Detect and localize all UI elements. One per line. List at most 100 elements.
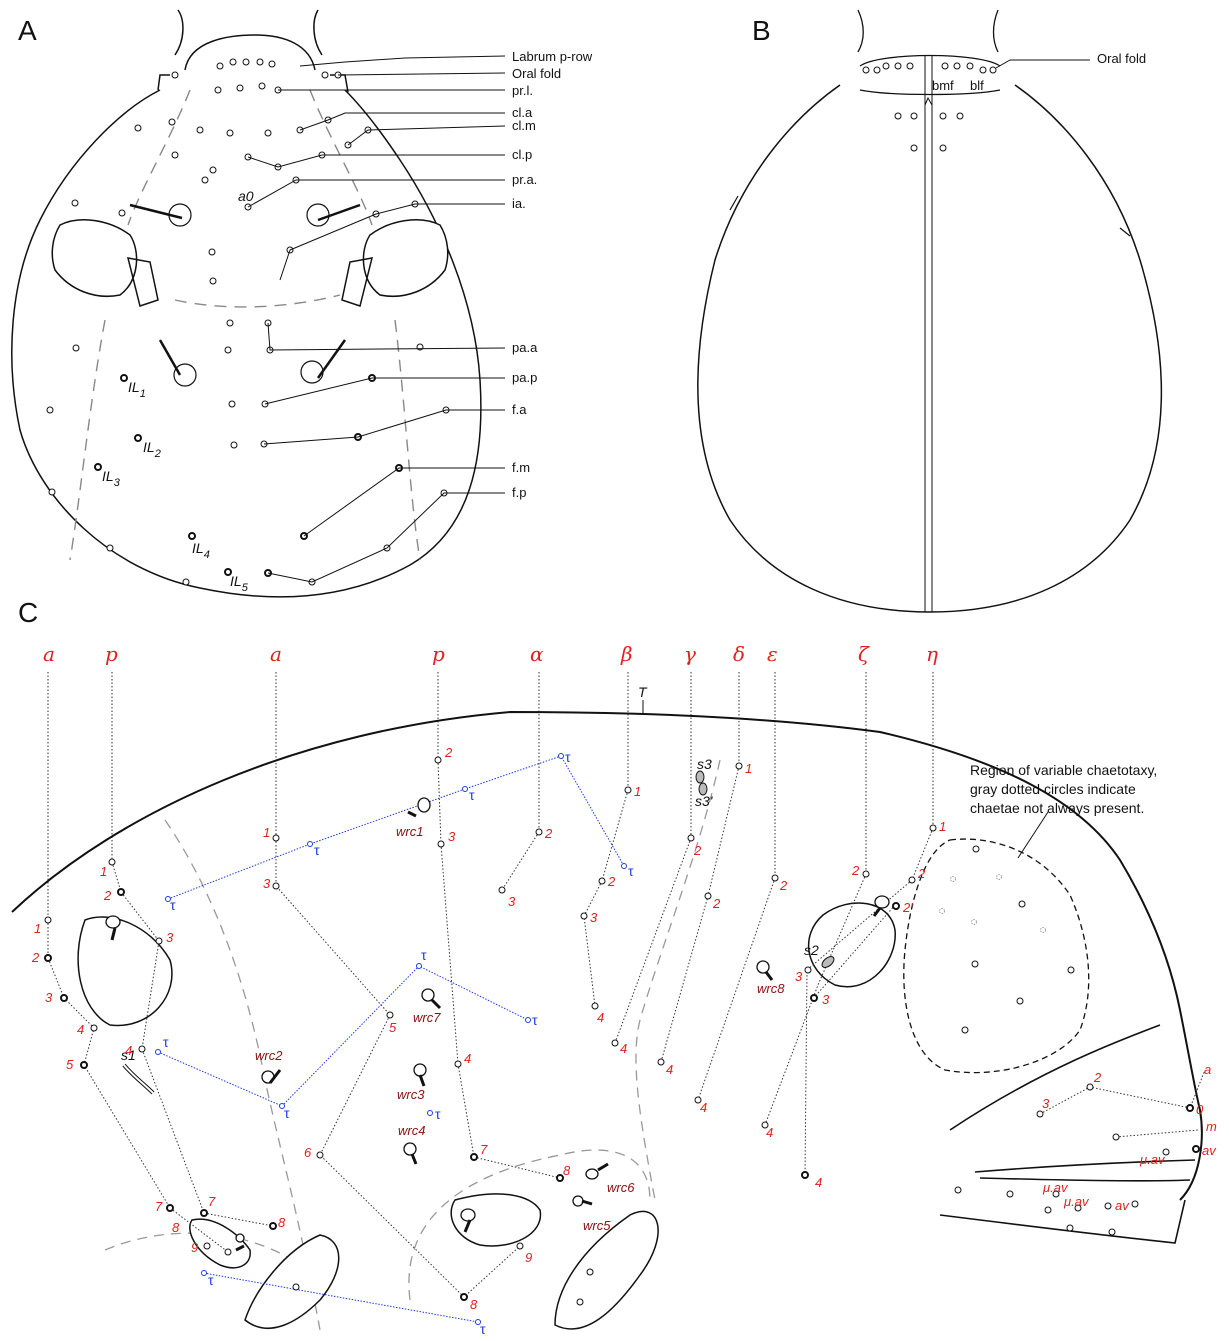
variable-region — [903, 838, 1090, 1074]
mandibles-b — [857, 9, 999, 53]
svg-text:s3': s3' — [695, 793, 714, 809]
t-label: T — [638, 684, 648, 700]
wrc-labels: wrc1 wrc2 wrc3 wrc4 wrc5 wrc6 wrc7 wrc8 — [255, 824, 785, 1233]
svg-text:3: 3 — [795, 969, 803, 984]
svg-text:3: 3 — [1042, 1096, 1050, 1111]
svg-text:6: 6 — [304, 1145, 312, 1160]
svg-text:τ: τ — [163, 1034, 169, 1050]
panel-a-leader-lines — [247, 55, 506, 583]
svg-text:av: av — [1115, 1198, 1130, 1213]
row-epsilon-header: ε — [767, 642, 778, 666]
svg-text:av: av — [1202, 1143, 1217, 1158]
panel-b-sockets — [862, 62, 997, 152]
a0-label: a0 — [238, 188, 254, 204]
il5-label: IL5 — [230, 573, 249, 594]
svg-text:5: 5 — [389, 1020, 397, 1035]
svg-text:μ.av: μ.av — [1139, 1152, 1166, 1167]
row-gamma-header: γ — [684, 642, 696, 666]
blf-label: blf — [970, 78, 984, 93]
svg-text:μ.av: μ.av — [1042, 1180, 1069, 1195]
tau-labels: τ τ τ τ τ τ τ τ τ τ τ τ — [163, 749, 634, 1337]
labrum-outline — [184, 34, 316, 71]
svg-text:m: m — [1206, 1119, 1217, 1134]
svg-text:3: 3 — [822, 992, 830, 1007]
body-outline-dorsal — [11, 710, 1203, 1201]
panel-a-letter: A — [18, 15, 37, 46]
svg-text:7: 7 — [155, 1199, 163, 1214]
ecdysial-line-dashed — [69, 89, 421, 561]
svg-text:1: 1 — [939, 819, 946, 834]
callout-pra: pr.a. — [512, 172, 537, 187]
svg-text:8: 8 — [563, 1163, 571, 1178]
svg-text:1: 1 — [34, 921, 41, 936]
svg-text:4: 4 — [77, 1022, 84, 1037]
svg-text:3: 3 — [166, 930, 174, 945]
chaeta-number-labels: 1 2 3 4 5 1 2 3 4 7 7 8 8 9 1 3 5 6 8 9 … — [31, 745, 1204, 1312]
il3-label: IL3 — [102, 468, 121, 489]
svg-text:τ: τ — [421, 947, 427, 963]
svg-text:2: 2 — [103, 888, 112, 903]
panel-a-callout-labels: Labrum p-row Oral fold pr.l. cl.a cl.m c… — [512, 49, 593, 500]
sclerites — [77, 902, 896, 1330]
midline-groove — [924, 55, 933, 612]
svg-text:τ: τ — [480, 1321, 486, 1337]
svg-text:Region of variable chaetotaxy,: Region of variable chaetotaxy, — [970, 762, 1157, 778]
callout-fm: f.m — [512, 460, 530, 475]
labium-outline — [859, 54, 1001, 96]
svg-text:wrc7: wrc7 — [413, 1010, 441, 1025]
variable-region-note: Region of variable chaetotaxy, gray dott… — [970, 762, 1157, 816]
callout-prl: pr.l. — [512, 83, 533, 98]
svg-text:7: 7 — [208, 1194, 216, 1209]
svg-text:8: 8 — [278, 1215, 286, 1230]
svg-text:3: 3 — [508, 894, 516, 909]
ocellus-left — [158, 339, 197, 387]
svg-text:2: 2 — [31, 950, 40, 965]
row-p-header-2: p — [432, 642, 445, 666]
svg-text:τ: τ — [284, 1105, 290, 1121]
svg-text:2: 2 — [779, 878, 788, 893]
svg-text:2: 2 — [607, 874, 616, 889]
wrc-setae — [105, 797, 890, 1252]
svg-text:1: 1 — [634, 784, 641, 799]
bmf-label: bmf — [932, 78, 954, 93]
antennal-stubs-b — [729, 195, 1131, 237]
mouthparts-outline — [939, 1024, 1196, 1244]
svg-text:9: 9 — [191, 1240, 198, 1255]
svg-text:τ: τ — [565, 749, 571, 765]
svg-text:3: 3 — [448, 829, 456, 844]
svg-text:τ: τ — [469, 787, 475, 803]
row-eta-header: η — [926, 642, 938, 666]
svg-text:7: 7 — [480, 1142, 488, 1157]
panel-a: A — [11, 9, 593, 598]
svg-text:1: 1 — [745, 761, 752, 776]
note-pointer — [1017, 811, 1049, 859]
callout-pap: pa.p — [512, 370, 537, 385]
svg-text:s2: s2 — [804, 942, 819, 958]
panel-a-sockets — [46, 58, 450, 586]
callout-cla: cl.a — [512, 105, 533, 120]
eye-left — [129, 203, 192, 227]
svg-text:3: 3 — [45, 990, 53, 1005]
row-beta-header: β — [620, 642, 633, 666]
svg-text:wrc1: wrc1 — [396, 824, 423, 839]
svg-text:gray dotted circles indicate: gray dotted circles indicate — [970, 781, 1136, 797]
svg-text:8: 8 — [470, 1297, 478, 1312]
svg-text:2: 2 — [693, 843, 702, 858]
callout-ia: ia. — [512, 196, 526, 211]
svg-text:4: 4 — [815, 1175, 822, 1190]
svg-text:τ: τ — [314, 842, 320, 858]
head-capsule-outline — [11, 89, 482, 598]
callout-paa: pa.a — [512, 340, 538, 355]
chaetae-links — [47, 759, 1206, 1298]
svg-text:wrc5: wrc5 — [583, 1218, 611, 1233]
callout-oral-fold: Oral fold — [512, 66, 561, 81]
oral-fold-label-b: Oral fold — [1097, 51, 1146, 66]
svg-text:2: 2 — [917, 866, 926, 881]
svg-text:1: 1 — [263, 825, 270, 840]
svg-text:s3: s3 — [697, 756, 712, 772]
svg-text:τ: τ — [532, 1012, 538, 1028]
row-guide-lines — [47, 672, 934, 920]
svg-text:3: 3 — [263, 876, 271, 891]
row-zeta-header: ζ — [858, 642, 870, 666]
